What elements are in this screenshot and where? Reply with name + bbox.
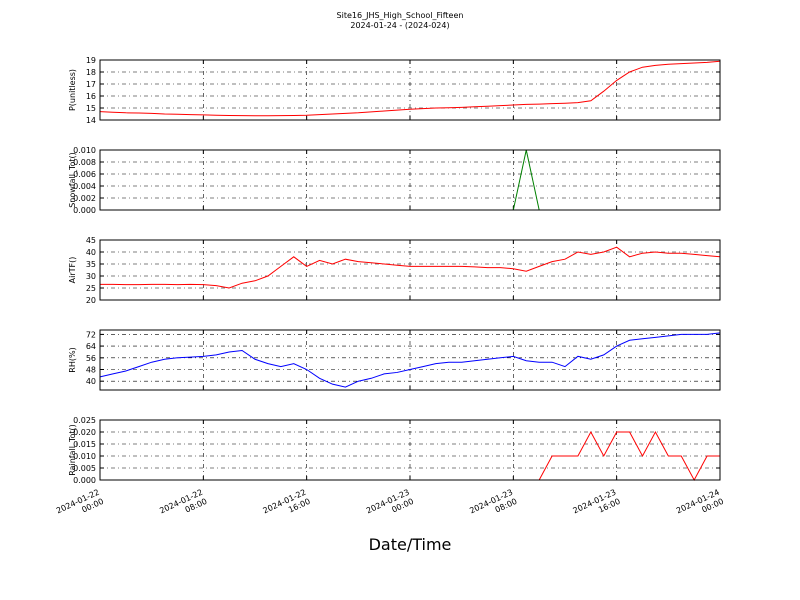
y-tick-label: 56: [86, 354, 96, 363]
y-tick-label: 0.025: [73, 416, 96, 425]
y-tick-label: 45: [86, 236, 96, 245]
data-line: [100, 246, 721, 289]
y-tick-label: 25: [86, 284, 96, 293]
data-line: [99, 332, 721, 388]
y-tick-label: 0.000: [73, 206, 96, 215]
plot-frame: [99, 149, 721, 211]
y-axis-label: Rainfall_Tot(): [68, 424, 77, 476]
y-tick-label: 35: [86, 260, 96, 269]
y-tick-label: 72: [86, 330, 96, 339]
data-line: [99, 60, 721, 117]
plot-frame: [99, 239, 721, 301]
y-tick-label: 0.015: [73, 440, 96, 449]
y-tick-label: 64: [86, 342, 96, 351]
plot-frame: [99, 419, 721, 481]
y-tick-label: 40: [86, 248, 96, 257]
y-axis-label: RH(%): [68, 347, 77, 372]
chart-subtitle: 2024-01-24 - (2024-024): [350, 21, 449, 30]
y-tick-label: 30: [86, 272, 96, 281]
y-tick-label: 0.005: [73, 464, 96, 473]
y-tick-label: 19: [86, 56, 96, 65]
y-tick-label: 17: [86, 80, 96, 89]
y-tick-label: 0.002: [73, 194, 96, 203]
y-axis-label: Snowfall_Tot(): [68, 152, 77, 208]
y-tick-label: 16: [86, 92, 96, 101]
plot-frame: [99, 329, 721, 391]
y-tick-label: 0.010: [73, 452, 96, 461]
chart-title: Site16_JHS_High_School_Fifteen: [337, 11, 464, 20]
y-tick-label: 40: [86, 377, 96, 386]
y-axis-label: P(unitless): [68, 69, 77, 111]
y-tick-label: 20: [86, 296, 96, 305]
x-axis-label: Date/Time: [369, 535, 452, 554]
y-tick-label: 0.010: [73, 146, 96, 155]
plot-frame: [99, 59, 721, 121]
y-tick-label: 14: [86, 116, 96, 125]
y-axis-label: AirTF(): [68, 257, 77, 284]
y-tick-label: 0.020: [73, 428, 96, 437]
y-tick-label: 0.004: [73, 182, 96, 191]
y-tick-label: 0.008: [73, 158, 96, 167]
y-tick-label: 15: [86, 104, 96, 113]
y-tick-label: 18: [86, 68, 96, 77]
y-tick-label: 0.006: [73, 170, 96, 179]
y-tick-label: 48: [86, 366, 96, 375]
y-tick-label: 0.000: [73, 476, 96, 485]
